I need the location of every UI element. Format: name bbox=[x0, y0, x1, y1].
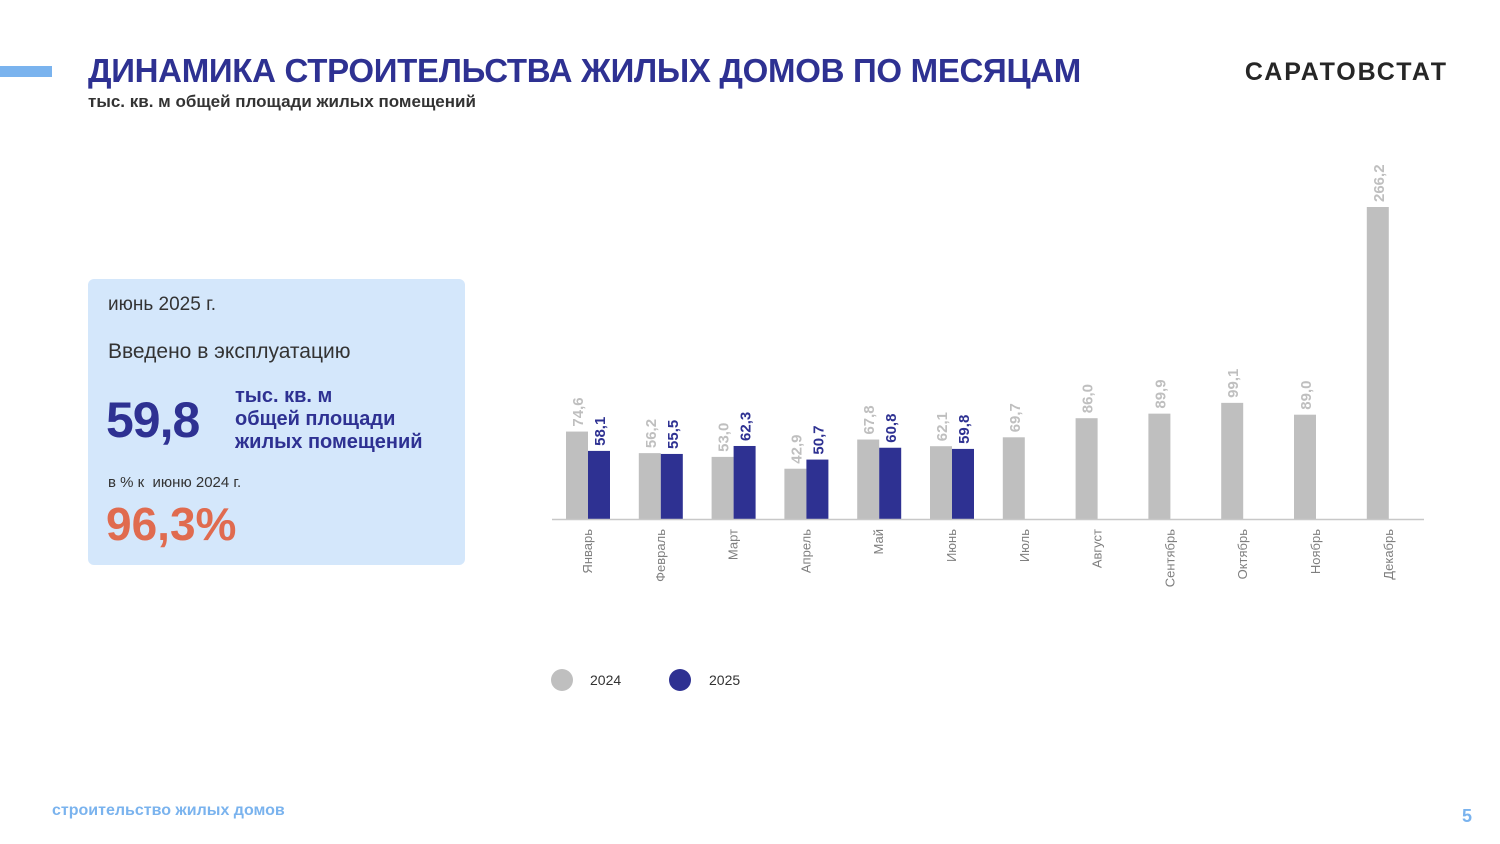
data-label-2024: 74,6 bbox=[570, 397, 587, 426]
legend-marker-2024 bbox=[551, 669, 573, 691]
x-tick-label: Сентябрь bbox=[1162, 529, 1177, 587]
data-label-2025: 59,8 bbox=[956, 415, 973, 444]
info-card: июнь 2025 г. Введено в эксплуатацию 59,8… bbox=[88, 279, 465, 565]
x-tick-label: Март bbox=[726, 529, 741, 560]
brand-logo: САРАТОВСТАТ bbox=[1244, 58, 1448, 86]
data-label-2024: 62,1 bbox=[934, 412, 951, 441]
x-tick-label: Ноябрь bbox=[1308, 529, 1323, 574]
data-label-2024: 99,1 bbox=[1225, 369, 1242, 398]
data-label-2024: 89,0 bbox=[1298, 380, 1315, 409]
bar-2025 bbox=[660, 453, 683, 519]
x-tick-label: Октябрь bbox=[1235, 529, 1250, 580]
x-tick-label: Июнь bbox=[944, 529, 959, 562]
bar-2024 bbox=[1294, 414, 1316, 519]
data-label-2024: 89,9 bbox=[1152, 379, 1169, 408]
x-tick-label: Май bbox=[871, 529, 886, 554]
bar-2024 bbox=[1075, 418, 1098, 519]
data-label-2024: 266,2 bbox=[1371, 164, 1388, 202]
data-label-2025: 58,1 bbox=[592, 417, 609, 446]
x-tick-label: Февраль bbox=[653, 529, 668, 582]
card-unit-line: общей площади bbox=[235, 408, 396, 430]
bar-2024 bbox=[1366, 207, 1389, 519]
x-tick-label: Июль bbox=[1017, 529, 1032, 562]
card-unit-line: тыс. кв. м bbox=[235, 385, 333, 407]
card-percent-label: в % к июню 2024 г. bbox=[108, 474, 242, 491]
data-label-2025: 55,5 bbox=[665, 420, 682, 449]
legend-label-2024: 2024 bbox=[590, 672, 621, 688]
bar-2025 bbox=[588, 450, 610, 519]
data-label-2024: 53,0 bbox=[716, 423, 733, 452]
footer-section-title: строительство жилых домов bbox=[52, 802, 285, 819]
legend-label-2025: 2025 bbox=[709, 672, 740, 688]
data-label-2024: 56,2 bbox=[643, 419, 660, 448]
card-unit: тыс. кв. м общей площади жилых помещений bbox=[235, 385, 460, 454]
bar-2024 bbox=[638, 453, 661, 519]
bar-2025 bbox=[733, 445, 756, 519]
accent-bar bbox=[0, 66, 52, 77]
data-label-2024: 86,0 bbox=[1080, 384, 1097, 413]
card-caption: Введено в эксплуатацию bbox=[108, 340, 351, 363]
bar-2024 bbox=[711, 456, 734, 519]
x-tick-label: Апрель bbox=[798, 529, 813, 573]
bar-2024 bbox=[566, 431, 588, 519]
x-tick-label: Декабрь bbox=[1381, 529, 1396, 580]
bar-2024 bbox=[1221, 402, 1244, 519]
card-percent-value: 96,3% bbox=[106, 498, 237, 550]
bar-2024 bbox=[784, 468, 807, 519]
legend-marker-2025 bbox=[669, 669, 691, 691]
bar-2024 bbox=[1002, 437, 1025, 519]
x-tick-label: Август bbox=[1090, 529, 1105, 568]
card-value: 59,8 bbox=[106, 392, 200, 448]
page-title: ДИНАМИКА СТРОИТЕЛЬСТВА ЖИЛЫХ ДОМОВ ПО МЕ… bbox=[88, 52, 1082, 89]
card-period: июнь 2025 г. bbox=[108, 294, 216, 315]
bar-2025 bbox=[879, 447, 902, 519]
data-label-2024: 67,8 bbox=[861, 405, 878, 434]
bar-2024 bbox=[1148, 413, 1171, 519]
page-subtitle: тыс. кв. м общей площади жилых помещений bbox=[88, 92, 476, 111]
data-label-2025: 50,7 bbox=[810, 425, 827, 454]
chart-legend: 2024 2025 bbox=[551, 669, 740, 691]
data-label-2025: 60,8 bbox=[883, 414, 900, 443]
chart-bars: 74,6 58,1 Январь 56,2 55,5 Февраль 53,0 62,3 Мар… bbox=[566, 164, 1396, 587]
data-label-2024: 42,9 bbox=[788, 435, 805, 464]
page-number: 5 bbox=[1461, 806, 1472, 826]
x-tick-label: Январь bbox=[580, 529, 595, 574]
card-unit-line: жилых помещений bbox=[235, 431, 423, 453]
bar-2024 bbox=[857, 439, 880, 519]
data-label-2025: 62,3 bbox=[738, 412, 755, 441]
bar-2024 bbox=[930, 446, 952, 519]
data-label-2024: 69,7 bbox=[1007, 403, 1024, 432]
bar-2025 bbox=[952, 448, 974, 519]
bar-2025 bbox=[806, 459, 829, 519]
